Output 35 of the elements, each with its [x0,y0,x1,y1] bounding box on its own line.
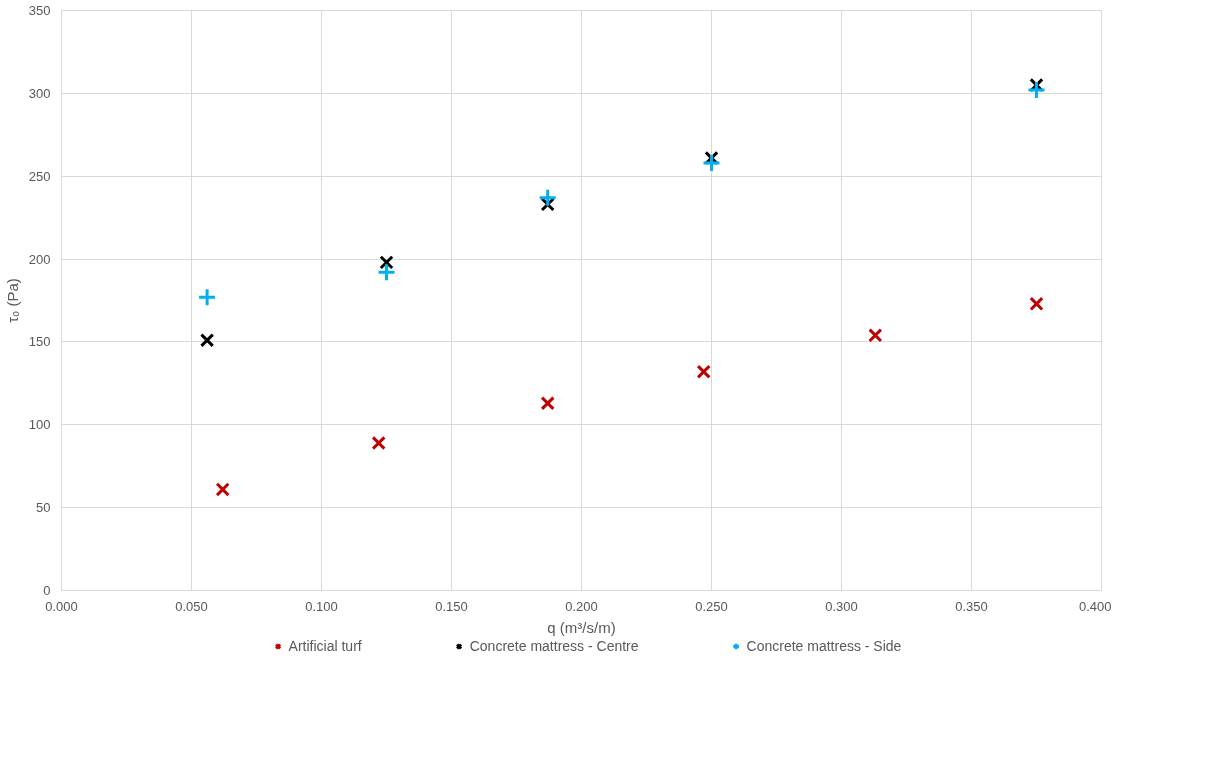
point [696,364,711,379]
point [540,396,555,411]
point [702,153,721,173]
y-tick-label: 200 [28,251,51,267]
point [1029,296,1044,311]
x-tick-label: 0.050 [175,598,208,614]
legend-label: Concrete mattress - Centre [469,638,639,654]
x-tick-label: 0.300 [825,598,858,614]
point [377,262,396,282]
y-tick-label: 300 [28,85,51,101]
x-tick-label: 0.000 [45,598,78,614]
x-tick-label: 0.200 [565,598,598,614]
x-tick-label: 0.400 [1078,598,1112,614]
y-axis-title: τ₀ (Pa) [3,278,21,323]
point [379,255,394,270]
point [199,333,215,348]
point [215,482,230,497]
y-tick-label: 250 [28,168,51,184]
point [1027,80,1046,100]
x-tick-label: 0.150 [435,598,468,614]
x-axis-title: q (m³/s/m) [547,618,616,636]
y-tick-label: 150 [28,334,51,350]
legend-label: Concrete mattress - Side [746,638,902,654]
x-tick-label: 0.250 [695,598,728,614]
x-tick-label: 0.350 [955,598,988,614]
y-tick-label: 0 [43,583,51,598]
x-tick-label: 0.100 [305,598,338,614]
y-tick-label: 50 [36,500,51,516]
legend-label: Artificial turf [288,638,362,654]
y-tick-label: 100 [28,417,51,433]
point [868,328,883,343]
point [538,188,558,208]
point [197,287,217,307]
point [371,435,386,451]
y-tick-label: 350 [28,3,51,18]
